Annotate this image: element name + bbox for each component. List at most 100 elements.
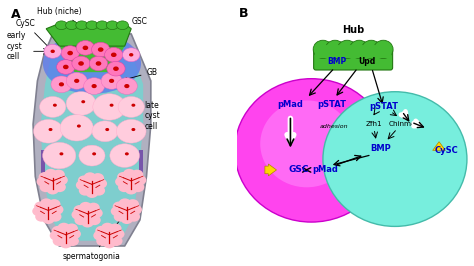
Circle shape: [117, 119, 146, 143]
Circle shape: [362, 40, 381, 59]
Circle shape: [313, 40, 333, 59]
Circle shape: [129, 53, 133, 57]
Circle shape: [131, 128, 136, 131]
Circle shape: [78, 61, 84, 66]
Circle shape: [132, 182, 145, 192]
Circle shape: [107, 229, 119, 239]
Circle shape: [128, 212, 140, 222]
Circle shape: [90, 178, 102, 189]
Circle shape: [90, 208, 103, 218]
Circle shape: [61, 46, 79, 60]
Circle shape: [112, 229, 125, 239]
Circle shape: [34, 202, 47, 211]
Circle shape: [95, 226, 108, 236]
Circle shape: [40, 97, 66, 117]
Circle shape: [101, 223, 114, 233]
Circle shape: [118, 182, 131, 192]
FancyBboxPatch shape: [314, 48, 392, 70]
Ellipse shape: [86, 21, 98, 30]
Circle shape: [66, 92, 96, 115]
Circle shape: [124, 84, 129, 88]
Circle shape: [59, 82, 64, 86]
Circle shape: [66, 236, 79, 246]
Circle shape: [78, 176, 91, 185]
Text: spermatogonia: spermatogonia: [63, 214, 125, 261]
Circle shape: [34, 119, 63, 143]
Polygon shape: [41, 150, 45, 185]
Circle shape: [121, 175, 134, 185]
Ellipse shape: [43, 33, 141, 94]
Text: Hub: Hub: [342, 25, 364, 35]
Circle shape: [323, 92, 467, 226]
Circle shape: [113, 66, 119, 71]
Circle shape: [79, 186, 91, 196]
Circle shape: [235, 79, 388, 222]
FancyBboxPatch shape: [315, 45, 392, 58]
Circle shape: [134, 175, 146, 185]
Circle shape: [35, 212, 48, 222]
Circle shape: [96, 61, 101, 66]
Circle shape: [43, 142, 76, 169]
Ellipse shape: [57, 23, 127, 38]
Circle shape: [60, 238, 72, 248]
Circle shape: [86, 182, 98, 192]
Circle shape: [125, 178, 137, 188]
Ellipse shape: [117, 21, 128, 30]
Circle shape: [60, 115, 93, 141]
Text: late
cyst
cell: late cyst cell: [144, 101, 160, 131]
Circle shape: [125, 205, 137, 215]
Circle shape: [103, 238, 116, 248]
Circle shape: [79, 145, 105, 166]
Ellipse shape: [65, 21, 78, 30]
Circle shape: [105, 48, 123, 62]
Circle shape: [110, 144, 139, 167]
Polygon shape: [33, 34, 151, 246]
Circle shape: [114, 212, 126, 222]
Circle shape: [77, 208, 90, 218]
Text: Hub (niche): Hub (niche): [37, 7, 84, 28]
Circle shape: [92, 186, 105, 196]
Circle shape: [55, 175, 68, 185]
Circle shape: [111, 206, 123, 216]
Circle shape: [125, 152, 129, 155]
Text: adhesion: adhesion: [320, 124, 349, 129]
Circle shape: [57, 223, 70, 233]
Circle shape: [36, 177, 49, 187]
Circle shape: [109, 223, 121, 234]
Circle shape: [76, 40, 95, 55]
Circle shape: [84, 78, 105, 94]
Circle shape: [117, 172, 129, 182]
Circle shape: [66, 73, 87, 89]
Ellipse shape: [96, 21, 108, 30]
Circle shape: [81, 100, 85, 103]
Circle shape: [325, 40, 345, 59]
Circle shape: [51, 49, 55, 53]
Text: Upd: Upd: [358, 57, 376, 66]
Circle shape: [349, 40, 369, 59]
Text: early
cyst
cell: early cyst cell: [7, 31, 26, 61]
Circle shape: [73, 205, 86, 215]
Circle shape: [60, 232, 72, 242]
Circle shape: [99, 229, 112, 239]
Circle shape: [88, 215, 101, 225]
Circle shape: [45, 169, 57, 179]
Circle shape: [113, 202, 125, 211]
Circle shape: [111, 53, 117, 57]
Text: BMP: BMP: [327, 57, 346, 66]
Circle shape: [53, 182, 66, 192]
Circle shape: [103, 232, 116, 242]
Text: pMad: pMad: [312, 165, 338, 174]
Circle shape: [129, 205, 142, 215]
Circle shape: [122, 48, 140, 62]
Circle shape: [42, 214, 55, 224]
Circle shape: [101, 73, 122, 89]
Circle shape: [43, 175, 55, 185]
Circle shape: [74, 79, 79, 83]
Circle shape: [51, 76, 72, 93]
Text: CySC: CySC: [16, 19, 50, 49]
Circle shape: [32, 206, 45, 216]
Circle shape: [85, 208, 98, 218]
Circle shape: [105, 128, 109, 131]
Circle shape: [92, 152, 96, 155]
Circle shape: [92, 121, 118, 142]
